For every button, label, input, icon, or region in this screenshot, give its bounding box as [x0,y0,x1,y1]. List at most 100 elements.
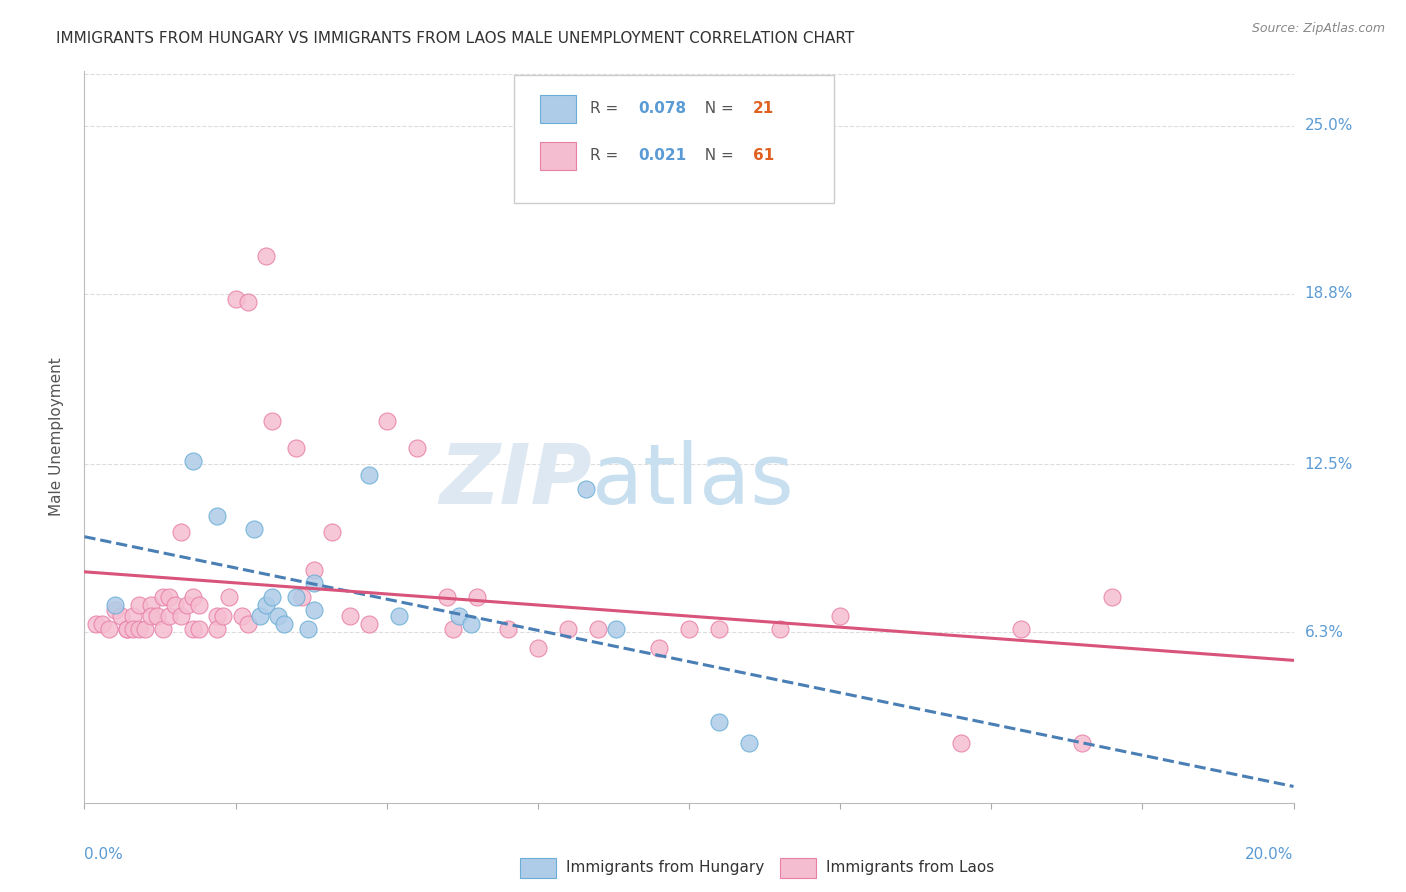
Point [254,249,277,263]
Bar [540,143,576,170]
Point [157,608,180,623]
Point [207,623,229,637]
Point [188,623,211,637]
Point [260,590,283,604]
Point [496,623,519,637]
Point [249,608,271,623]
Text: 21: 21 [754,101,775,116]
Point [86,617,108,632]
Point [170,608,193,623]
Point [236,617,259,632]
Point [121,608,143,623]
Bar [520,858,555,878]
Point [181,623,204,637]
Point [218,590,240,604]
Point [188,598,211,612]
Text: R =: R = [589,148,623,163]
Point [647,641,671,656]
Point [146,608,169,623]
Point [152,623,174,637]
Text: 25.0%: 25.0% [1305,118,1353,133]
Text: 0.078: 0.078 [638,101,686,116]
Point [526,641,548,656]
Point [115,623,138,637]
Point [254,598,277,612]
Point [170,524,193,539]
Point [115,623,138,637]
Point [157,590,180,604]
Text: N =: N = [695,101,738,116]
Text: 0.0%: 0.0% [84,847,124,862]
Text: R =: R = [589,101,623,116]
Point [267,608,290,623]
Point [557,623,579,637]
Point [181,590,204,604]
Point [575,482,598,496]
Point [212,608,235,623]
Text: IMMIGRANTS FROM HUNGARY VS IMMIGRANTS FROM LAOS MALE UNEMPLOYMENT CORRELATION CH: IMMIGRANTS FROM HUNGARY VS IMMIGRANTS FR… [56,31,855,46]
Point [139,608,162,623]
Point [357,468,380,483]
Point [709,623,731,637]
Point [449,608,471,623]
Point [375,414,398,428]
Point [207,608,229,623]
Point [436,590,458,604]
Point [339,608,361,623]
Text: atlas: atlas [592,441,794,522]
Point [588,623,610,637]
Point [181,454,204,468]
Point [605,623,627,637]
Bar [779,858,815,878]
Text: 18.8%: 18.8% [1305,286,1353,301]
Point [242,522,264,536]
Point [291,590,314,604]
Point [321,524,343,539]
Point [1071,736,1094,750]
Point [128,598,150,612]
Point [207,508,229,523]
Point [163,598,186,612]
Point [1101,590,1123,604]
Text: 61: 61 [754,148,775,163]
Point [152,590,174,604]
Point [388,608,411,623]
Point [110,608,132,623]
Point [467,590,489,604]
Point [297,623,319,637]
Y-axis label: Male Unemployment: Male Unemployment [49,358,63,516]
Point [678,623,700,637]
Point [460,617,482,632]
Text: N =: N = [695,148,738,163]
Point [1010,623,1032,637]
Point [104,603,127,617]
Text: Source: ZipAtlas.com: Source: ZipAtlas.com [1251,22,1385,36]
Point [709,714,731,729]
Text: 12.5%: 12.5% [1305,457,1353,472]
Point [830,608,852,623]
Point [97,623,120,637]
Point [302,603,325,617]
Point [176,598,198,612]
Point [260,414,283,428]
Text: 0.021: 0.021 [638,148,686,163]
Point [284,590,308,604]
Point [950,736,973,750]
Text: 20.0%: 20.0% [1246,847,1294,862]
Point [769,623,792,637]
Point [134,623,156,637]
Point [231,608,253,623]
Text: 6.3%: 6.3% [1305,624,1344,640]
Bar [540,95,576,122]
Point [91,617,114,632]
Text: Immigrants from Laos: Immigrants from Laos [825,861,994,875]
Point [104,598,127,612]
Point [738,736,761,750]
Point [236,294,259,309]
Point [441,623,464,637]
Point [128,623,150,637]
Point [225,292,247,306]
Point [302,563,325,577]
FancyBboxPatch shape [513,75,834,203]
Point [284,441,308,455]
